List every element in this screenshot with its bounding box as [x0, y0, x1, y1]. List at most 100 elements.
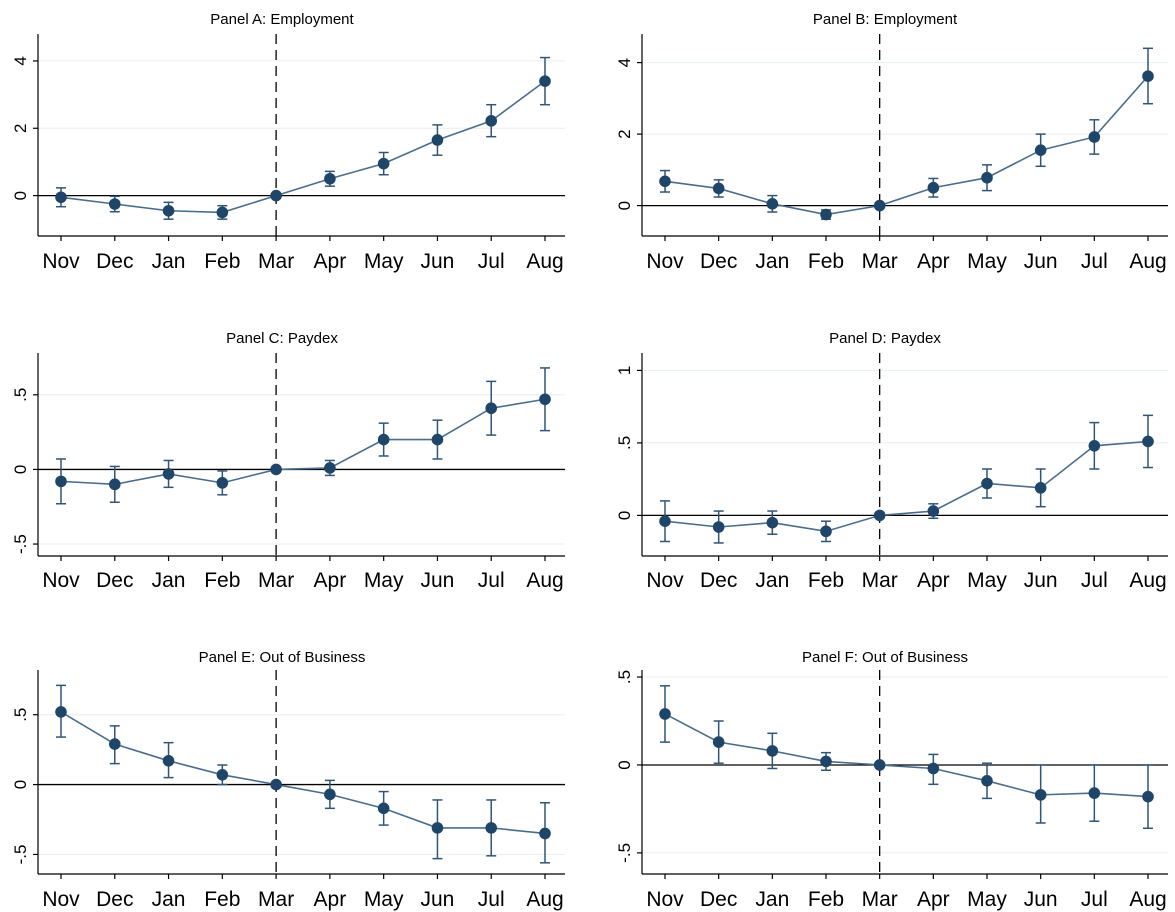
y-tick-label: 2: [11, 124, 30, 133]
x-tick-label: Dec: [96, 888, 133, 911]
x-tick-label: Aug: [1129, 250, 1166, 273]
data-point: [431, 822, 444, 834]
data-point: [927, 762, 940, 775]
x-tick-label: Jun: [1024, 250, 1058, 273]
data-point: [270, 463, 282, 476]
x-tick-label: Aug: [1129, 888, 1166, 911]
panel-title: Panel F: Out of Business: [802, 649, 968, 666]
y-tick-label: 4: [11, 56, 30, 65]
data-point: [1088, 787, 1101, 799]
x-tick-label: Feb: [204, 888, 240, 911]
x-tick-label: Aug: [1129, 569, 1166, 592]
y-tick-label: -.5: [11, 845, 30, 865]
data-point: [712, 736, 725, 748]
data-point: [216, 206, 229, 219]
x-tick-label: Apr: [917, 888, 950, 911]
data-point: [1034, 482, 1047, 494]
y-tick-label: .5: [11, 708, 30, 722]
data-point: [820, 755, 832, 768]
data-point: [270, 189, 282, 202]
data-point: [539, 393, 551, 406]
data-point: [485, 115, 498, 127]
y-tick-label: 2: [615, 129, 634, 138]
y-tick-label: 1: [615, 366, 634, 375]
x-tick-label: Jul: [1081, 569, 1108, 592]
data-point: [431, 134, 444, 146]
data-point: [108, 478, 121, 491]
data-point: [108, 738, 121, 750]
y-tick-label: .5: [615, 436, 634, 450]
y-tick-label: 0: [615, 201, 634, 210]
data-point: [873, 509, 886, 522]
data-point: [162, 204, 175, 217]
y-tick-label: .5: [615, 670, 634, 684]
data-point: [162, 468, 175, 480]
data-point: [1088, 131, 1101, 143]
x-tick-label: Nov: [42, 569, 80, 592]
series-line: [664, 75, 1149, 216]
data-point: [539, 827, 551, 840]
x-tick-label: Nov: [646, 250, 684, 273]
data-point: [927, 181, 940, 194]
y-tick-label: -.5: [11, 534, 30, 554]
x-tick-label: Jul: [478, 888, 505, 911]
series-line: [60, 711, 546, 835]
y-tick-label: 0: [615, 511, 634, 520]
panel-title: Panel B: Employment: [813, 11, 958, 28]
data-point: [659, 515, 671, 527]
x-tick-label: Dec: [700, 888, 737, 911]
data-point: [216, 477, 229, 489]
data-point: [927, 505, 940, 517]
x-tick-label: Jan: [152, 888, 186, 911]
x-tick-label: Jan: [755, 250, 789, 273]
data-point: [1142, 70, 1154, 82]
y-tick-label: 0: [11, 191, 30, 200]
x-tick-label: May: [364, 569, 404, 592]
x-tick-label: Apr: [314, 250, 347, 273]
x-tick-label: Mar: [258, 888, 294, 911]
x-tick-label: Dec: [700, 250, 737, 273]
x-tick-label: Feb: [808, 888, 844, 911]
data-point: [820, 525, 832, 538]
x-tick-label: Jul: [1081, 250, 1108, 273]
x-tick-label: Nov: [646, 888, 684, 911]
panel-title: Panel E: Out of Business: [199, 649, 366, 666]
x-tick-label: Jun: [1024, 888, 1058, 911]
y-tick-label: 0: [11, 465, 30, 474]
x-tick-label: Apr: [314, 569, 347, 592]
panel-b: Panel B: Employment 0 2 4 Nov Dec Jan Feb Mar Apr…: [615, 11, 1168, 273]
panel-d: Panel D: Paydex 0 .5 1 Nov Dec Jan Feb Mar Apr May…: [615, 330, 1168, 592]
x-tick-label: Mar: [862, 888, 898, 911]
x-tick-label: Dec: [700, 569, 737, 592]
data-point: [485, 402, 498, 415]
data-point: [766, 198, 779, 210]
x-tick-label: Nov: [42, 250, 80, 273]
data-point: [431, 433, 444, 446]
data-point: [55, 475, 67, 488]
y-tick-label: .5: [11, 388, 30, 402]
x-tick-label: Aug: [526, 250, 563, 273]
x-tick-label: Jun: [1024, 569, 1058, 592]
data-point: [1034, 144, 1047, 156]
x-tick-label: Feb: [204, 250, 240, 273]
data-point: [820, 208, 832, 221]
x-tick-label: Aug: [526, 888, 563, 911]
x-tick-label: May: [364, 250, 404, 273]
data-point: [981, 477, 993, 490]
panel-title: Panel A: Employment: [210, 11, 354, 28]
data-point: [873, 759, 886, 771]
panel-c: Panel C: Paydex -.5 0 .5 Nov Dec Jan Feb Mar Apr M…: [11, 330, 565, 592]
series-line: [664, 440, 1149, 533]
x-tick-label: Jun: [421, 569, 455, 592]
data-point: [324, 788, 336, 801]
x-tick-label: Mar: [862, 569, 898, 592]
x-tick-label: May: [967, 569, 1007, 592]
data-point: [377, 157, 390, 170]
data-point: [1142, 790, 1154, 803]
panel-f: Panel F: Out of Business -.5 0 .5 Nov Dec Jan F…: [615, 649, 1168, 911]
series-line: [664, 713, 1149, 798]
panel-a: Panel A: Employment 0 2 4 Nov Dec Jan Feb Mar Apr…: [11, 11, 565, 273]
x-tick-label: May: [967, 250, 1007, 273]
y-tick-label: 0: [615, 760, 634, 769]
